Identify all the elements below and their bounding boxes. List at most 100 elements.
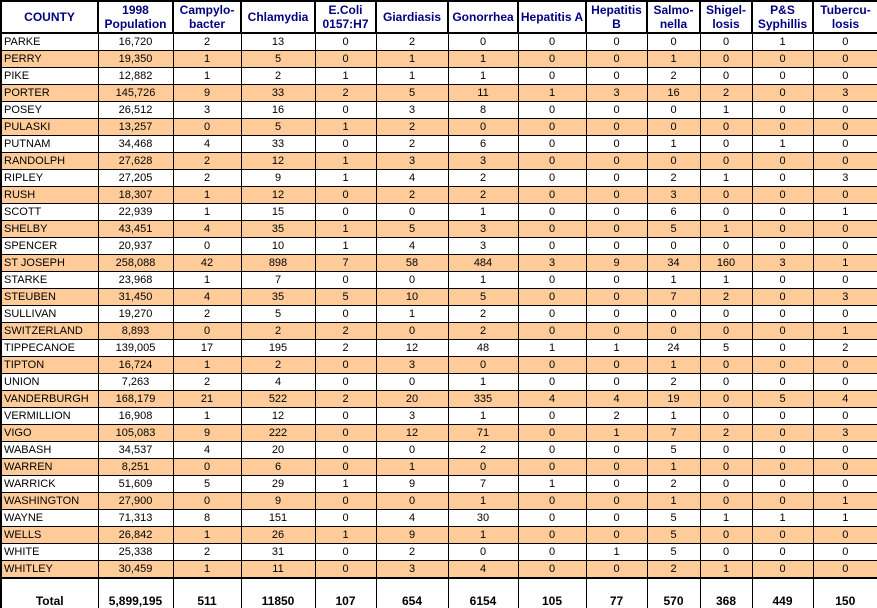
data-cell-ecoli-0157h7[interactable]: 1 (314, 237, 377, 255)
data-cell-gonorrhea[interactable]: 2 (447, 441, 519, 459)
data-cell-ps-syphillis[interactable]: 3 (751, 254, 814, 272)
data-cell-gonorrhea[interactable]: 8 (447, 101, 519, 119)
data-cell-tuberculosis[interactable]: 0 (812, 118, 877, 136)
data-cell-hepatitis-b[interactable]: 0 (585, 135, 648, 153)
data-cell-ecoli-0157h7[interactable]: 5 (314, 288, 377, 306)
data-cell-hepatitis-b[interactable]: 0 (585, 492, 648, 510)
county-cell[interactable]: STEUBEN (0, 288, 99, 306)
data-cell-shigellosis[interactable]: 0 (699, 526, 753, 544)
data-cell-salmonella[interactable]: 0 (646, 118, 701, 136)
data-cell-salmonella[interactable]: 0 (646, 152, 701, 170)
column-header-chlamydia[interactable]: Chlamydia (240, 0, 316, 34)
column-header-hepatitis-a[interactable]: Hepatitis A (517, 0, 587, 34)
data-cell-gonorrhea[interactable]: 30 (447, 509, 519, 527)
data-cell-shigellosis[interactable]: 2 (699, 288, 753, 306)
total-cell-shigellosis[interactable]: 368 (699, 577, 753, 608)
county-cell[interactable]: VANDERBURGH (0, 390, 99, 408)
data-cell-ps-syphillis[interactable]: 0 (751, 50, 814, 68)
data-cell-giardiasis[interactable]: 9 (375, 526, 449, 544)
data-cell-giardiasis[interactable]: 3 (375, 152, 449, 170)
data-cell-shigellosis[interactable]: 0 (699, 203, 753, 221)
data-cell-salmonella[interactable]: 6 (646, 203, 701, 221)
data-cell-campylobacter[interactable]: 1 (172, 271, 242, 289)
data-cell-hepatitis-b[interactable]: 0 (585, 560, 648, 579)
data-cell-campylobacter[interactable]: 1 (172, 203, 242, 221)
data-cell-salmonella[interactable]: 7 (646, 288, 701, 306)
data-cell-tuberculosis[interactable]: 0 (812, 220, 877, 238)
total-cell-salmonella[interactable]: 570 (646, 577, 701, 608)
data-cell-hepatitis-b[interactable]: 0 (585, 509, 648, 527)
data-cell-ecoli-0157h7[interactable]: 2 (314, 322, 377, 340)
data-cell-shigellosis[interactable]: 0 (699, 390, 753, 408)
data-cell-ecoli-0157h7[interactable]: 0 (314, 373, 377, 391)
data-cell-shigellosis[interactable]: 1 (699, 101, 753, 119)
data-cell-population-1998[interactable]: 43,451 (97, 220, 174, 238)
data-cell-ecoli-0157h7[interactable]: 7 (314, 254, 377, 272)
data-cell-tuberculosis[interactable]: 0 (812, 186, 877, 204)
data-cell-tuberculosis[interactable]: 0 (812, 441, 877, 459)
data-cell-ecoli-0157h7[interactable]: 0 (314, 32, 377, 51)
data-cell-shigellosis[interactable]: 0 (699, 152, 753, 170)
data-cell-chlamydia[interactable]: 20 (240, 441, 316, 459)
data-cell-tuberculosis[interactable]: 0 (812, 135, 877, 153)
data-cell-hepatitis-a[interactable]: 0 (517, 356, 587, 374)
data-cell-salmonella[interactable]: 7 (646, 424, 701, 442)
data-cell-hepatitis-a[interactable]: 0 (517, 67, 587, 85)
data-cell-ecoli-0157h7[interactable]: 0 (314, 424, 377, 442)
data-cell-hepatitis-a[interactable]: 1 (517, 475, 587, 493)
data-cell-giardiasis[interactable]: 2 (375, 543, 449, 561)
data-cell-population-1998[interactable]: 16,724 (97, 356, 174, 374)
data-cell-chlamydia[interactable]: 29 (240, 475, 316, 493)
data-cell-population-1998[interactable]: 12,882 (97, 67, 174, 85)
county-cell[interactable]: WARRICK (0, 475, 99, 493)
data-cell-population-1998[interactable]: 145,726 (97, 84, 174, 102)
total-cell-ps-syphillis[interactable]: 449 (751, 577, 814, 608)
data-cell-chlamydia[interactable]: 5 (240, 50, 316, 68)
data-cell-tuberculosis[interactable]: 2 (812, 339, 877, 357)
data-cell-hepatitis-a[interactable]: 0 (517, 543, 587, 561)
data-cell-tuberculosis[interactable]: 0 (812, 101, 877, 119)
data-cell-hepatitis-b[interactable]: 2 (585, 407, 648, 425)
data-cell-campylobacter[interactable]: 4 (172, 441, 242, 459)
data-cell-ecoli-0157h7[interactable]: 0 (314, 356, 377, 374)
data-cell-population-1998[interactable]: 26,842 (97, 526, 174, 544)
data-cell-gonorrhea[interactable]: 3 (447, 237, 519, 255)
county-cell[interactable]: PORTER (0, 84, 99, 102)
data-cell-ps-syphillis[interactable]: 0 (751, 305, 814, 323)
data-cell-ps-syphillis[interactable]: 1 (751, 135, 814, 153)
data-cell-gonorrhea[interactable]: 1 (447, 203, 519, 221)
county-cell[interactable]: WHITE (0, 543, 99, 561)
data-cell-salmonella[interactable]: 5 (646, 441, 701, 459)
total-cell-tuberculosis[interactable]: 150 (812, 577, 877, 608)
data-cell-giardiasis[interactable]: 2 (375, 118, 449, 136)
data-cell-ecoli-0157h7[interactable]: 0 (314, 186, 377, 204)
data-cell-giardiasis[interactable]: 0 (375, 203, 449, 221)
data-cell-gonorrhea[interactable]: 48 (447, 339, 519, 357)
data-cell-tuberculosis[interactable]: 0 (812, 407, 877, 425)
county-cell[interactable]: PIKE (0, 67, 99, 85)
column-header-salmonella[interactable]: Salmo-nella (646, 0, 701, 34)
data-cell-chlamydia[interactable]: 4 (240, 373, 316, 391)
data-cell-campylobacter[interactable]: 0 (172, 118, 242, 136)
data-cell-tuberculosis[interactable]: 0 (812, 526, 877, 544)
data-cell-tuberculosis[interactable]: 0 (812, 152, 877, 170)
data-cell-campylobacter[interactable]: 9 (172, 84, 242, 102)
data-cell-salmonella[interactable]: 2 (646, 67, 701, 85)
data-cell-giardiasis[interactable]: 0 (375, 441, 449, 459)
data-cell-population-1998[interactable]: 22,939 (97, 203, 174, 221)
data-cell-shigellosis[interactable]: 160 (699, 254, 753, 272)
data-cell-salmonella[interactable]: 5 (646, 543, 701, 561)
data-cell-giardiasis[interactable]: 0 (375, 492, 449, 510)
data-cell-salmonella[interactable]: 1 (646, 135, 701, 153)
column-header-tuberculosis[interactable]: Tubercu-losis (812, 0, 877, 34)
data-cell-population-1998[interactable]: 34,537 (97, 441, 174, 459)
data-cell-population-1998[interactable]: 25,338 (97, 543, 174, 561)
data-cell-hepatitis-b[interactable]: 9 (585, 254, 648, 272)
data-cell-shigellosis[interactable]: 0 (699, 458, 753, 476)
data-cell-shigellosis[interactable]: 0 (699, 32, 753, 51)
column-header-county[interactable]: COUNTY (0, 0, 99, 34)
total-cell-hepatitis-a[interactable]: 105 (517, 577, 587, 608)
data-cell-gonorrhea[interactable]: 1 (447, 373, 519, 391)
data-cell-giardiasis[interactable]: 2 (375, 32, 449, 51)
county-cell[interactable]: PERRY (0, 50, 99, 68)
